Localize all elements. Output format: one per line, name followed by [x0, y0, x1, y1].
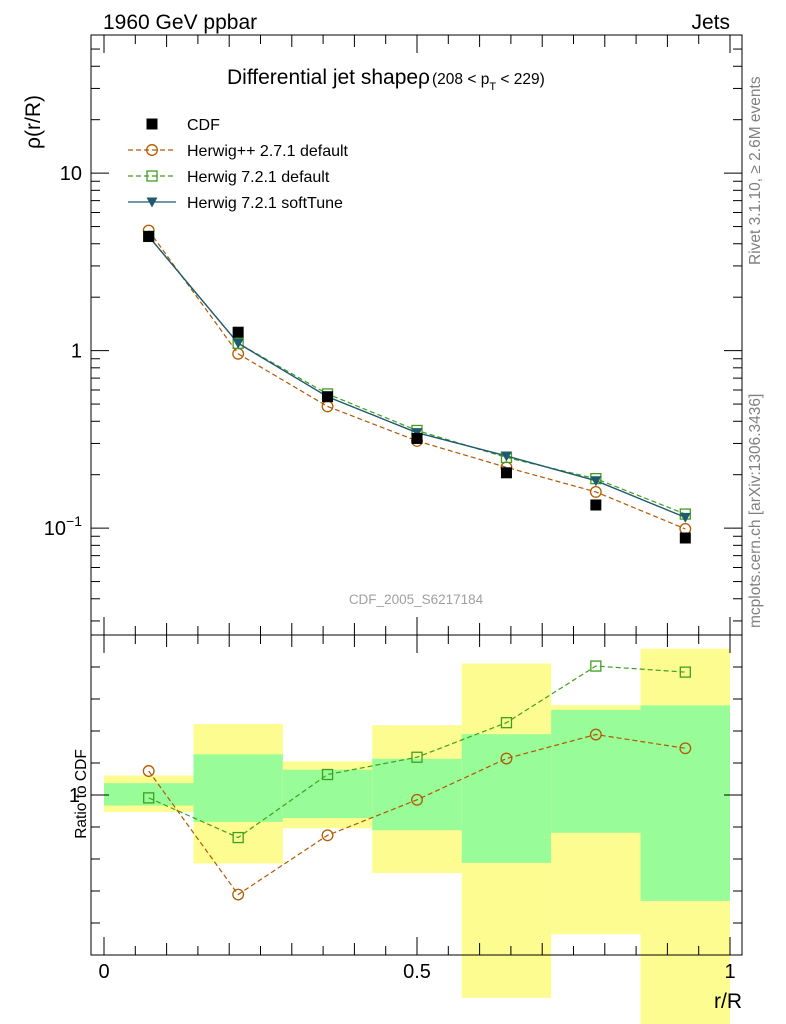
data-point — [232, 338, 244, 349]
legend-label: CDF — [187, 117, 220, 134]
ratio-axes: 10 0.5 1 — [69, 635, 742, 983]
data-point — [322, 391, 334, 403]
ratio-point — [679, 666, 691, 678]
legend-marker — [146, 197, 158, 208]
legend-marker — [146, 170, 158, 182]
ratio-y-tick-label: 1 — [69, 785, 80, 807]
header-process-label: Jets — [691, 11, 730, 34]
chart-title: Differential jet shapeρ (208 < pT < 229) — [227, 66, 545, 93]
mcplots-reference-label: mcplots.cern.ch [arXiv:1306.3436] — [747, 394, 764, 628]
ratio-point — [589, 728, 602, 741]
series-line — [148, 230, 686, 530]
ratio-point — [411, 751, 423, 763]
data-point — [590, 499, 602, 511]
chart-title-subscript: T — [489, 81, 496, 93]
ratio-point — [232, 831, 244, 844]
y-tick-label: 10−1 — [44, 513, 82, 540]
ratio-point — [679, 742, 692, 755]
y-tick-label-base: 10 — [44, 518, 66, 540]
ratio-data-marks — [104, 648, 730, 1024]
ratio-series-line — [148, 665, 686, 839]
ratio-point — [232, 888, 245, 901]
data-point — [232, 326, 244, 338]
ratio-point — [321, 829, 334, 842]
x-tick-label: 0.5 — [403, 961, 431, 983]
y-tick-label: 1 — [71, 341, 82, 363]
data-point — [589, 485, 602, 498]
x-axis-label: r/R — [714, 990, 742, 1013]
stat-uncertainty-band — [640, 705, 730, 901]
chart-title-main: Differential jet shapeρ — [227, 66, 430, 89]
series-line — [148, 235, 686, 519]
legend-label: Herwig 7.2.1 default — [187, 169, 330, 186]
y-tick-label: 10 — [60, 163, 82, 185]
rivet-version-label: Rivet 3.1.10, ≥ 2.6M events — [747, 76, 764, 265]
stat-uncertainty-band — [104, 783, 194, 806]
stat-uncertainty-band — [461, 734, 552, 863]
x-tick-label: 1 — [724, 961, 735, 983]
ratio-point — [143, 792, 155, 804]
data-point — [500, 451, 512, 462]
stat-uncertainty-band — [551, 709, 641, 833]
legend: CDF Herwig++ 2.7.1 default Herwig 7.2.1 de… — [128, 117, 349, 212]
y-axis-label: ρ(r/R) — [22, 95, 45, 149]
y-tick-label-exponent: −1 — [66, 513, 82, 529]
data-point — [411, 432, 423, 444]
stat-uncertainty-band — [282, 769, 373, 819]
data-point — [590, 476, 602, 487]
ratio-point — [321, 768, 334, 781]
series-line — [148, 236, 686, 515]
data-point — [500, 467, 512, 479]
ratio-point — [590, 660, 602, 672]
ratio-point — [500, 717, 513, 729]
data-point — [679, 532, 691, 544]
ratio-point — [142, 765, 155, 777]
header-energy-label: 1960 GeV ppbar — [103, 11, 257, 34]
analysis-watermark: CDF_2005_S6217184 — [349, 592, 484, 607]
x-tick-label: 0 — [98, 961, 109, 983]
chart-title-range: (208 < p — [432, 71, 489, 88]
ratio-panel: 10 0.5 1 Ratio to CDF r/R — [69, 634, 743, 1024]
stat-uncertainty-band — [193, 754, 283, 822]
legend-marker — [146, 118, 158, 130]
ratio-y-axis-label: Ratio to CDF — [73, 749, 90, 839]
legend-label: Herwig++ 2.7.1 default — [187, 143, 349, 160]
main-data-marks — [142, 224, 692, 544]
legend-marker — [146, 144, 158, 156]
ratio-point — [500, 752, 513, 765]
ratio-point — [411, 793, 423, 806]
chart-title-range-end: < 229) — [496, 71, 545, 88]
data-point — [143, 230, 155, 242]
legend-label: Herwig 7.2.1 softTune — [187, 195, 343, 212]
ratio-series-line — [148, 733, 686, 896]
data-point — [679, 512, 691, 523]
